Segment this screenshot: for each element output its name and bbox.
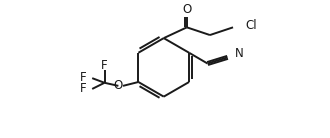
- Text: F: F: [80, 82, 87, 95]
- Text: O: O: [114, 79, 123, 92]
- Text: O: O: [182, 3, 191, 16]
- Text: N: N: [235, 47, 243, 60]
- Text: F: F: [101, 59, 108, 72]
- Text: Cl: Cl: [246, 19, 257, 32]
- Text: F: F: [80, 71, 87, 84]
